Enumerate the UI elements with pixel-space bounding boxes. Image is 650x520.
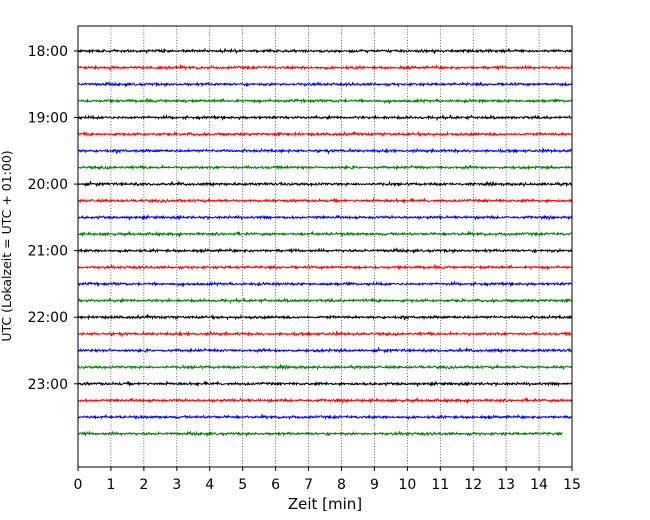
x-tick-label: 4 <box>205 477 214 493</box>
trace-line <box>77 113 573 122</box>
trace-line <box>77 363 573 371</box>
x-axis-label: Zeit [min] <box>288 495 362 513</box>
plot-background <box>78 26 572 467</box>
trace-line <box>77 180 573 188</box>
x-tick-label: 3 <box>172 477 181 493</box>
x-tick-label: 14 <box>530 477 548 493</box>
trace-line <box>77 230 573 238</box>
trace-line <box>77 330 573 338</box>
x-tick-label: 2 <box>139 477 148 493</box>
trace-line <box>77 313 573 321</box>
trace-line <box>77 247 573 255</box>
trace-line <box>77 296 573 305</box>
trace-line <box>77 346 573 354</box>
trace-line <box>77 213 573 221</box>
trace-line <box>77 396 573 404</box>
trace-line <box>77 130 573 138</box>
trace-line <box>77 379 573 388</box>
trace-line <box>77 280 573 288</box>
x-tick-label: 13 <box>497 477 515 493</box>
y-tick-label: 20:00 <box>28 177 68 193</box>
y-tick-label: 23:00 <box>28 377 68 393</box>
trace-line <box>77 64 573 72</box>
trace-line <box>77 163 573 171</box>
y-tick-label: 21:00 <box>28 244 68 260</box>
plot-frame <box>77 25 573 468</box>
x-tick-label: 12 <box>464 477 482 493</box>
seismic-traces <box>77 47 573 438</box>
y-tick-label: 18:00 <box>28 44 68 60</box>
x-tick-label: 9 <box>370 477 379 493</box>
y-axis-ticks: 18:00 19:00 20:00 21:00 22:00 23:00 <box>28 44 78 393</box>
x-tick-label: 0 <box>74 477 83 493</box>
trace-line <box>77 147 573 155</box>
x-tick-label: 11 <box>431 477 449 493</box>
x-tick-label: 10 <box>398 477 416 493</box>
trace-line <box>77 430 563 438</box>
trace-line <box>77 196 573 204</box>
x-tick-label: 1 <box>106 477 115 493</box>
trace-line <box>77 80 573 88</box>
x-tick-label: 6 <box>271 477 280 493</box>
x-tick-label: 7 <box>304 477 313 493</box>
trace-line <box>77 47 573 55</box>
y-axis-label: UTC (Lokalzeit = UTC + 01:00) <box>0 150 14 341</box>
x-tick-label: 5 <box>238 477 247 493</box>
trace-line <box>77 413 573 421</box>
x-tick-label: 15 <box>563 477 581 493</box>
trace-line <box>77 97 573 105</box>
x-tick-label: 8 <box>337 477 346 493</box>
y-tick-label: 22:00 <box>28 310 68 326</box>
y-tick-label: 19:00 <box>28 111 68 127</box>
trace-line <box>77 263 573 271</box>
x-axis-ticks: 0 1 2 3 4 5 6 7 8 9 10 11 12 13 14 15 <box>74 467 581 493</box>
